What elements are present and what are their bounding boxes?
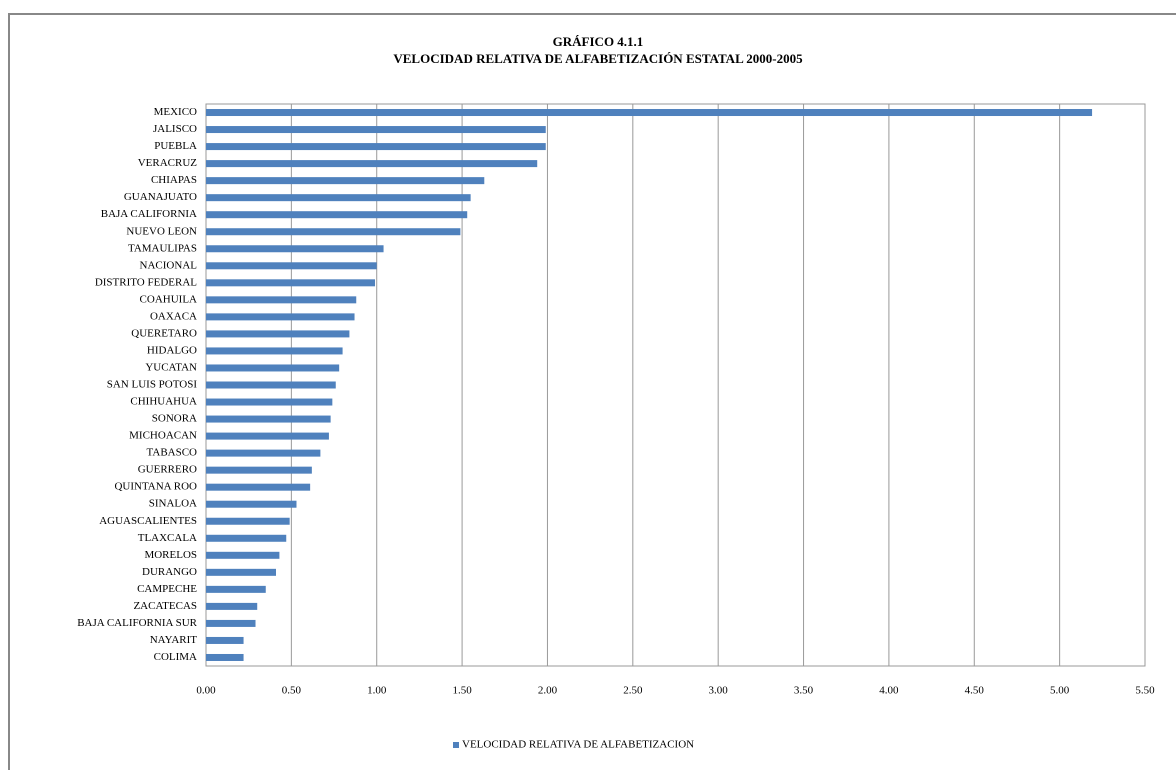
bar	[206, 466, 312, 474]
bar	[206, 313, 355, 321]
bar	[206, 653, 244, 661]
y-tick-label: COLIMA	[154, 651, 197, 663]
bar	[206, 347, 343, 355]
y-tick-label: SAN LUIS POTOSI	[107, 379, 198, 391]
y-tick-label: COAHUILA	[140, 293, 197, 305]
x-tick-label: 5.00	[1050, 685, 1070, 697]
bar	[206, 432, 329, 440]
y-tick-label: BAJA CALIFORNIA	[101, 208, 197, 220]
y-tick-label: BAJA CALIFORNIA SUR	[77, 617, 197, 629]
chart-title: GRÁFICO 4.1.1	[553, 34, 644, 49]
x-tick-label: 3.00	[709, 685, 729, 697]
y-tick-label: ZACATECAS	[133, 600, 197, 612]
bar	[206, 245, 384, 253]
bar	[206, 126, 546, 134]
bar	[206, 211, 468, 219]
bar	[206, 415, 331, 423]
bar	[206, 500, 297, 508]
bar	[206, 262, 377, 270]
y-tick-label: YUCATAN	[145, 362, 197, 374]
bar	[206, 602, 258, 610]
y-tick-label: TABASCO	[147, 447, 198, 459]
x-tick-label: 0.00	[196, 685, 216, 697]
y-tick-label: HIDALGO	[147, 344, 197, 356]
bar	[206, 177, 485, 185]
y-tick-label: DISTRITO FEDERAL	[95, 276, 197, 288]
bar	[206, 143, 546, 151]
bar	[206, 568, 276, 576]
y-tick-label: TLAXCALA	[138, 532, 197, 544]
bar	[206, 364, 340, 372]
x-tick-label: 2.00	[538, 685, 558, 697]
bar	[206, 398, 333, 406]
x-tick-label: 1.00	[367, 685, 387, 697]
x-tick-label: 1.50	[452, 685, 472, 697]
x-tick-label: 0.50	[282, 685, 302, 697]
bar	[206, 449, 321, 457]
y-tick-label: MICHOACAN	[129, 430, 197, 442]
bar	[206, 330, 350, 338]
x-tick-label: 4.50	[965, 685, 985, 697]
x-tick-label: 3.50	[794, 685, 814, 697]
chart-frame	[8, 13, 1176, 770]
y-tick-label: CHIAPAS	[151, 174, 197, 186]
bar	[206, 109, 1093, 117]
bar	[206, 194, 471, 202]
bar	[206, 296, 357, 304]
y-tick-label: NUEVO LEON	[126, 225, 197, 237]
legend-label: VELOCIDAD RELATIVA DE ALFABETIZACION	[462, 739, 694, 751]
y-tick-label: NACIONAL	[140, 259, 198, 271]
bar	[206, 517, 290, 525]
y-tick-label: TAMAULIPAS	[128, 242, 197, 254]
y-tick-label: OAXACA	[150, 310, 197, 322]
x-tick-label: 2.50	[623, 685, 643, 697]
y-tick-label: GUERRERO	[138, 464, 197, 476]
legend-swatch	[453, 742, 459, 748]
bar	[206, 160, 538, 168]
y-tick-label: QUINTANA ROO	[114, 481, 197, 493]
y-tick-label: GUANAJUATO	[124, 191, 197, 203]
y-tick-label: JALISCO	[153, 123, 197, 135]
x-tick-label: 4.00	[879, 685, 899, 697]
y-tick-label: SINALOA	[149, 498, 197, 510]
y-tick-label: MEXICO	[154, 106, 197, 118]
y-tick-label: CAMPECHE	[137, 583, 197, 595]
bar	[206, 228, 461, 236]
bar	[206, 551, 280, 559]
y-tick-label: VERACRUZ	[138, 157, 198, 169]
x-tick-label: 5.50	[1135, 685, 1155, 697]
y-tick-label: PUEBLA	[154, 140, 197, 152]
y-tick-label: CHIHUAHUA	[130, 396, 197, 408]
y-tick-label: AGUASCALIENTES	[99, 515, 197, 527]
bar	[206, 636, 244, 644]
bar	[206, 585, 266, 593]
bar	[206, 534, 287, 542]
y-tick-label: NAYARIT	[150, 634, 198, 646]
bar	[206, 619, 256, 627]
bar	[206, 483, 311, 491]
bar	[206, 381, 336, 389]
y-tick-label: DURANGO	[142, 566, 197, 578]
chart-subtitle: VELOCIDAD RELATIVA DE ALFABETIZACIÓN EST…	[393, 51, 803, 66]
y-tick-label: MORELOS	[144, 549, 197, 561]
y-tick-label: QUERETARO	[131, 327, 197, 339]
y-tick-label: SONORA	[152, 413, 197, 425]
bar	[206, 279, 376, 287]
